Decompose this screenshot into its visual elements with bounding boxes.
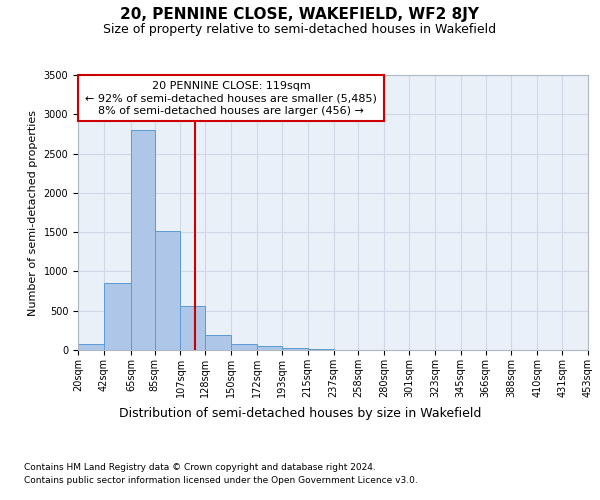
Text: 20 PENNINE CLOSE: 119sqm: 20 PENNINE CLOSE: 119sqm [152, 82, 310, 92]
Bar [308, 349, 334, 350]
Bar [155, 232, 181, 350]
Y-axis label: Number of semi-detached properties: Number of semi-detached properties [28, 110, 38, 316]
Bar [231, 344, 257, 350]
Bar [104, 283, 131, 350]
Text: ← 92% of semi-detached houses are smaller (5,485): ← 92% of semi-detached houses are smalle… [85, 94, 377, 104]
Text: Contains public sector information licensed under the Open Government Licence v3: Contains public sector information licen… [24, 476, 418, 485]
Text: Distribution of semi-detached houses by size in Wakefield: Distribution of semi-detached houses by … [119, 408, 481, 420]
Bar [282, 348, 308, 350]
Bar [181, 306, 205, 350]
Text: Size of property relative to semi-detached houses in Wakefield: Size of property relative to semi-detach… [103, 22, 497, 36]
Bar [205, 336, 231, 350]
Bar [131, 130, 155, 350]
Bar [257, 346, 282, 350]
Text: 20, PENNINE CLOSE, WAKEFIELD, WF2 8JY: 20, PENNINE CLOSE, WAKEFIELD, WF2 8JY [121, 8, 479, 22]
Text: Contains HM Land Registry data © Crown copyright and database right 2024.: Contains HM Land Registry data © Crown c… [24, 462, 376, 471]
Bar [78, 344, 104, 350]
Text: 8% of semi-detached houses are larger (456) →: 8% of semi-detached houses are larger (4… [98, 106, 364, 117]
FancyBboxPatch shape [78, 75, 384, 120]
